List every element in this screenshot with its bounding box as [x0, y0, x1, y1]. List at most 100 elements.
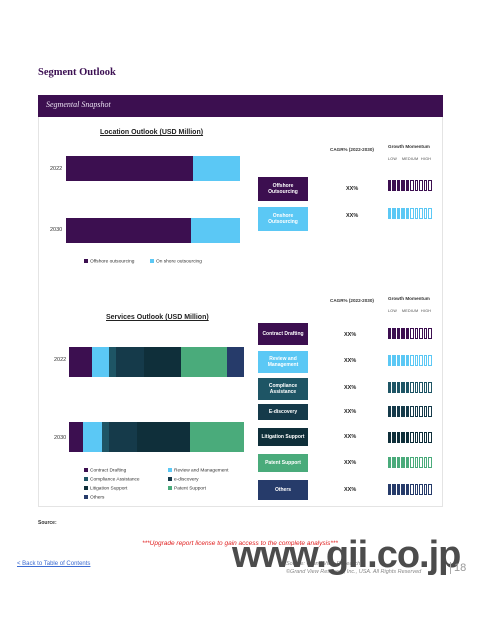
growth-momentum-meter — [388, 484, 432, 495]
bar-segment-compliance-assistance — [109, 347, 117, 377]
momentum-bar-empty — [414, 208, 419, 219]
bar-segment-patent-support — [189, 422, 244, 452]
momentum-bar-empty — [423, 208, 428, 219]
source-label: Source: — [38, 520, 57, 526]
legend-label: Offshore outsourcing — [90, 259, 135, 265]
momentum-bar-empty — [419, 328, 423, 339]
momentum-bar-filled — [401, 406, 405, 417]
momentum-bar-empty — [423, 328, 428, 339]
momentum-bar-filled — [396, 180, 401, 191]
snapshot-panel — [38, 117, 443, 507]
momentum-bar-empty — [423, 382, 428, 393]
segment-box-litigation-support: Litigation Support — [258, 428, 308, 446]
momentum-bar-empty — [428, 457, 432, 468]
momentum-bar-empty — [410, 208, 414, 219]
cagr-value: XX% — [344, 332, 357, 338]
growth-momentum-meter — [388, 328, 432, 339]
services-bar-2030 — [69, 422, 244, 452]
growth-momentum-meter — [388, 355, 432, 366]
segment-box-onshore: Onshore Outsourcing — [258, 207, 308, 231]
momentum-bar-filled — [401, 180, 405, 191]
cagr-value: XX% — [344, 409, 357, 415]
segment-box-compliance-assistance: Compliance Assistance — [258, 378, 308, 400]
legend-swatch — [168, 486, 172, 490]
momentum-bar-filled — [405, 382, 410, 393]
back-to-toc-link[interactable]: < Back to Table of Contents — [17, 561, 91, 567]
legend-swatch — [84, 259, 88, 263]
momentum-bar-empty — [410, 406, 414, 417]
legend-label: Patent Support — [174, 486, 207, 492]
services-scale-medium: MEDIUM — [402, 309, 419, 313]
legend-contract-drafting: Contract Drafting — [84, 468, 126, 473]
segment-box-contract-drafting: Contract Drafting — [258, 323, 308, 345]
legend-swatch — [84, 495, 88, 499]
momentum-bar-filled — [401, 382, 405, 393]
momentum-bar-filled — [392, 180, 396, 191]
momentum-bar-empty — [428, 406, 432, 417]
legend-label: Compliance Assistance — [90, 477, 140, 483]
growth-momentum-meter — [388, 180, 432, 191]
legend-patent-support: Patent Support — [168, 486, 206, 491]
segment-box-others: Others — [258, 480, 308, 500]
legend-swatch — [84, 477, 88, 481]
services-bar-2022 — [69, 347, 244, 377]
momentum-bar-empty — [414, 328, 419, 339]
momentum-bar-filled — [405, 406, 410, 417]
segment-box-ediscovery: E-discovery — [258, 404, 308, 420]
location-momentum-header: Growth Momentum — [388, 144, 430, 149]
momentum-bar-filled — [405, 208, 410, 219]
legend-compliance-assistance: Compliance Assistance — [84, 477, 140, 482]
momentum-bar-filled — [388, 457, 392, 468]
momentum-bar-filled — [388, 406, 392, 417]
momentum-bar-empty — [423, 484, 428, 495]
legend-swatch — [84, 486, 88, 490]
location-scale-medium: MEDIUM — [402, 157, 419, 161]
location-scale-low: LOW — [388, 157, 398, 161]
copyright-line-1: Source: Grand View Research — [286, 561, 361, 567]
momentum-bar-empty — [428, 484, 432, 495]
cagr-value: XX% — [344, 385, 357, 391]
momentum-bar-filled — [401, 355, 405, 366]
growth-momentum-meter — [388, 457, 432, 468]
momentum-bar-filled — [396, 355, 401, 366]
momentum-bar-empty — [419, 180, 423, 191]
momentum-bar-filled — [388, 208, 392, 219]
copyright: Source: Grand View Research ©Grand View … — [286, 560, 456, 576]
location-scale-high: HIGH — [421, 157, 432, 161]
momentum-bar-empty — [414, 382, 419, 393]
bar-segment-on-shore-outsourcing — [193, 156, 240, 181]
legend-others: Others — [84, 495, 104, 500]
cagr-value: XX% — [346, 186, 359, 192]
bar-segment-offshore-outsourcing — [66, 156, 194, 181]
momentum-bar-empty — [414, 406, 419, 417]
segment-box-offshore: Offshore Outsourcing — [258, 177, 308, 201]
momentum-bar-empty — [414, 457, 419, 468]
services-chart-title: Services Outlook (USD Million) — [106, 314, 209, 321]
growth-momentum-meter — [388, 406, 432, 417]
banner-label: Segmental Snapshot — [46, 100, 111, 109]
page-title: Segment Outlook — [38, 67, 116, 78]
bar-segment-patent-support — [181, 347, 227, 377]
momentum-bar-filled — [388, 355, 392, 366]
bar-segment-litigation-support — [137, 422, 190, 452]
momentum-bar-filled — [392, 432, 396, 443]
segment-box-review-management: Review and Management — [258, 351, 308, 373]
momentum-bar-filled — [388, 484, 392, 495]
momentum-bar-empty — [428, 180, 432, 191]
momentum-bar-empty — [410, 382, 414, 393]
legend-litigation-support: Litigation Support — [84, 486, 127, 491]
momentum-bar-empty — [414, 355, 419, 366]
watermark-logo: www.gii.co.jp — [232, 534, 461, 576]
momentum-bar-empty — [419, 382, 423, 393]
bar-segment-compliance-assistance — [102, 422, 110, 452]
momentum-bar-filled — [388, 328, 392, 339]
momentum-bar-filled — [405, 355, 410, 366]
momentum-bar-filled — [405, 484, 410, 495]
legend-ediscovery: e-discovery — [168, 477, 199, 482]
location-year-2022: 2022 — [50, 166, 63, 172]
legend-label: Review and Management — [174, 468, 229, 474]
momentum-bar-filled — [396, 484, 401, 495]
momentum-bar-filled — [392, 328, 396, 339]
cagr-value: XX% — [344, 434, 357, 440]
bar-segment-contract-drafting — [69, 422, 83, 452]
